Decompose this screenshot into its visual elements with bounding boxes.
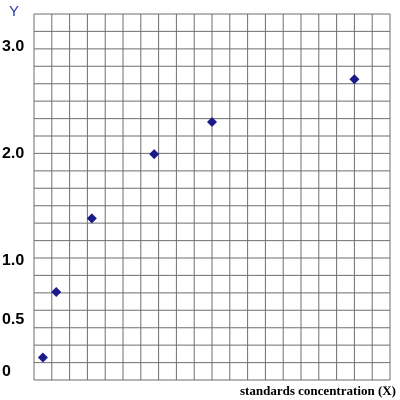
data-point <box>149 149 160 160</box>
y-tick-label: 2.0 <box>2 145 24 162</box>
data-point <box>37 352 48 363</box>
data-point <box>51 287 62 298</box>
data-point <box>86 213 97 224</box>
y-tick-label: 3.0 <box>2 38 24 55</box>
x-axis-title: standards concentration (X) <box>240 383 396 398</box>
data-point <box>207 117 217 128</box>
data-point <box>349 74 360 85</box>
data-points <box>37 74 360 363</box>
y-tick-labels: 0 0.5 1.0 2.0 3.0 <box>2 38 24 380</box>
grid <box>33 13 391 381</box>
y-axis-title: Y <box>9 3 19 20</box>
y-tick-label: 1.0 <box>2 252 24 269</box>
y-tick-label: 0 <box>2 363 11 380</box>
y-tick-label: 0.5 <box>2 311 24 328</box>
